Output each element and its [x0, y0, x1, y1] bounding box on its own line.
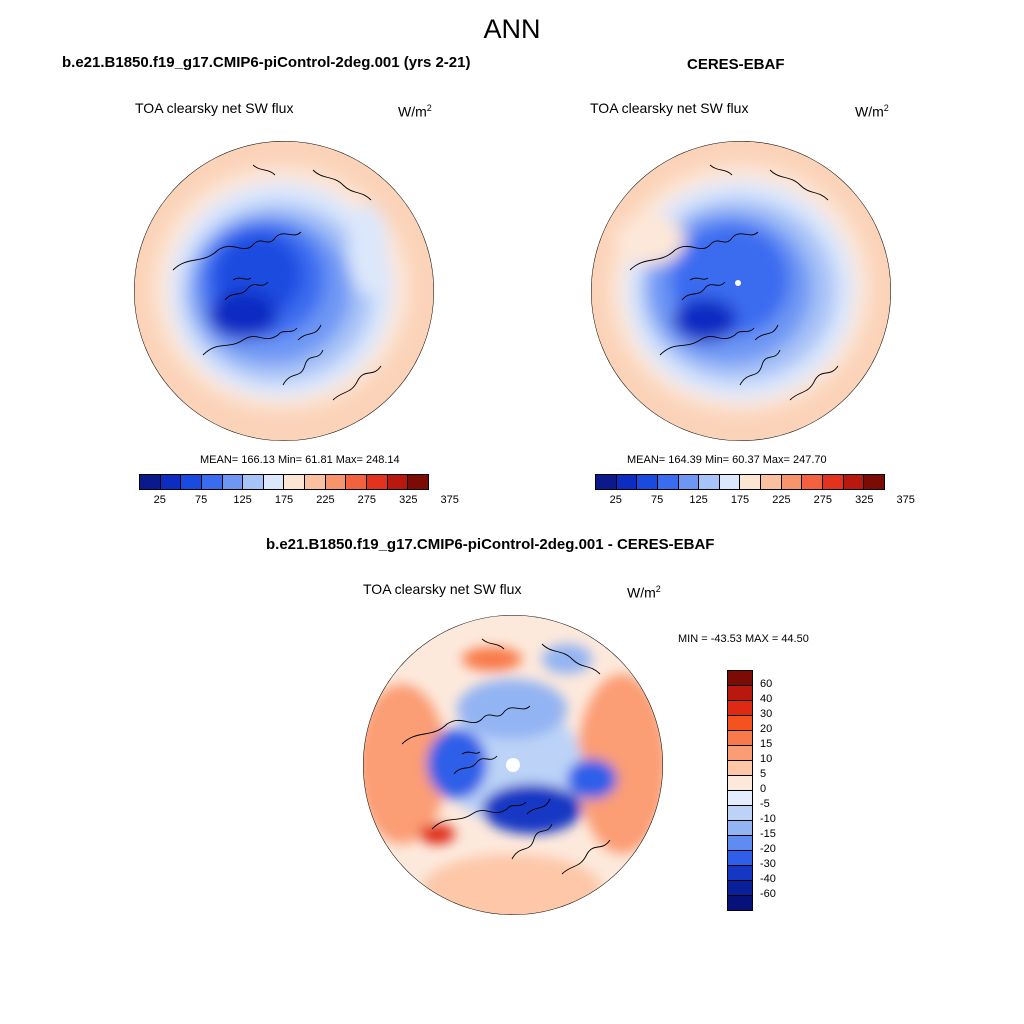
- model-colorbar-segment: [284, 475, 306, 489]
- model-colorbar-segment: [305, 475, 326, 489]
- obs-colorbar-segment: [616, 475, 638, 489]
- model-colorbar-tick-label: 25: [153, 494, 166, 506]
- diff-colorbar-segment: [728, 716, 752, 731]
- figure-title: ANN: [483, 14, 541, 44]
- diff-colorbar-segment: [728, 851, 752, 866]
- model-colorbar-segment: [387, 475, 409, 489]
- diff-colorbar-tick-label: 60: [760, 678, 773, 690]
- obs-colorbar-segment: [781, 475, 803, 489]
- obs-colorbar-tick-label: 25: [609, 494, 622, 506]
- diff-colorbar-ticks: 60 40 30 20 15 10 5 0 -5 -10 -15 -20 -30 -40 -60: [760, 670, 800, 910]
- model-unit-label: W/m2: [398, 103, 432, 120]
- model-variable-label: TOA clearsky net SW flux: [135, 100, 294, 116]
- obs-colorbar-segment: [802, 475, 824, 489]
- model-polar-map: [134, 141, 434, 441]
- obs-colorbar-segment: [719, 475, 741, 489]
- diff-polar-map: [363, 615, 663, 915]
- model-colorbar-segment: [140, 475, 161, 489]
- diff-colorbar-segment: [728, 791, 752, 806]
- diff-colorbar-segment: [728, 701, 752, 716]
- model-colorbar-segment: [263, 475, 285, 489]
- model-colorbar-segment: [181, 475, 202, 489]
- model-colorbar-segment: [346, 475, 368, 489]
- obs-colorbar-segment: [843, 475, 865, 489]
- obs-colorbar-segment: [596, 475, 617, 489]
- model-colorbar-tick-label: 325: [399, 494, 418, 506]
- diff-variable-label: TOA clearsky net SW flux: [363, 581, 522, 597]
- obs-colorbar-segment: [761, 475, 782, 489]
- obs-colorbar: 25 75 125 175 225 275 325 375: [595, 474, 915, 506]
- obs-colorbar-tick-label: 125: [689, 494, 708, 506]
- model-colorbar: 25 75 125 175 225 275 325 375: [139, 474, 459, 506]
- diff-colorbar-tick-label: -15: [760, 828, 776, 840]
- diff-colorbar-segment: [728, 776, 752, 791]
- diff-colorbar-tick-label: -40: [760, 873, 776, 885]
- model-panel-title: b.e21.B1850.f19_g17.CMIP6-piControl-2deg…: [62, 54, 471, 71]
- diff-colorbar-segment: [728, 686, 752, 701]
- diff-colorbar-tick-label: 15: [760, 738, 773, 750]
- diff-colorbar-segment: [728, 881, 752, 896]
- diff-colorbar-tick-label: -30: [760, 858, 776, 870]
- obs-colorbar-segment: [678, 475, 700, 489]
- diff-colorbar-tick-label: 30: [760, 708, 773, 720]
- diff-colorbar: [727, 670, 753, 911]
- diff-stats: MIN = -43.53 MAX = 44.50: [678, 633, 809, 645]
- model-colorbar-tick-label: 225: [316, 494, 335, 506]
- model-colorbar-tick-label: 175: [274, 494, 294, 506]
- diff-colorbar-segment: [728, 896, 752, 910]
- obs-colorbar-tick-label: 275: [813, 494, 833, 506]
- model-colorbar-segment: [201, 475, 223, 489]
- obs-colorbar-tick-label: 225: [772, 494, 791, 506]
- model-colorbar-segment: [243, 475, 264, 489]
- diff-colorbar-tick-label: -10: [760, 813, 776, 825]
- diff-unit-label: W/m2: [627, 584, 661, 601]
- obs-variable-label: TOA clearsky net SW flux: [590, 100, 749, 116]
- obs-colorbar-tick-label: 175: [730, 494, 750, 506]
- model-colorbar-segment: [408, 475, 428, 489]
- diff-colorbar-tick-label: 5: [760, 768, 767, 780]
- diff-colorbar-tick-label: 10: [760, 753, 773, 765]
- diff-colorbar-tick-label: -20: [760, 843, 776, 855]
- diff-colorbar-tick-label: 40: [760, 693, 773, 705]
- obs-colorbar-tick-label: 75: [651, 494, 664, 506]
- obs-panel-title: CERES-EBAF: [687, 56, 785, 73]
- obs-colorbar-segment: [864, 475, 884, 489]
- diff-colorbar-tick-label: 0: [760, 783, 767, 795]
- model-colorbar-segment: [222, 475, 244, 489]
- diff-colorbar-segment: [728, 821, 752, 836]
- obs-colorbar-tick-label: 325: [855, 494, 874, 506]
- diff-panel-title: b.e21.B1850.f19_g17.CMIP6-piControl-2deg…: [266, 536, 715, 553]
- obs-unit-label: W/m2: [855, 103, 889, 120]
- model-colorbar-tick-label: 75: [195, 494, 208, 506]
- diff-colorbar-segment: [728, 731, 752, 746]
- model-colorbar-tick-label: 375: [440, 494, 459, 506]
- model-colorbar-segment: [160, 475, 182, 489]
- obs-colorbar-segment: [823, 475, 844, 489]
- obs-colorbar-tick-label: 375: [896, 494, 915, 506]
- diff-colorbar-segment: [728, 761, 752, 776]
- obs-colorbar-segment: [740, 475, 762, 489]
- obs-polar-map: [591, 141, 891, 441]
- model-colorbar-segment: [325, 475, 347, 489]
- model-colorbar-tick-label: 125: [233, 494, 252, 506]
- model-colorbar-segment: [367, 475, 388, 489]
- diff-colorbar-tick-label: -5: [760, 798, 770, 810]
- diff-colorbar-segment: [728, 806, 752, 821]
- obs-stats: MEAN= 164.39 Min= 60.37 Max= 247.70: [627, 454, 827, 466]
- model-stats: MEAN= 166.13 Min= 61.81 Max= 248.14: [200, 454, 400, 466]
- obs-colorbar-segment: [657, 475, 679, 489]
- diff-colorbar-segment: [728, 671, 752, 686]
- diff-colorbar-segment: [728, 866, 752, 881]
- model-colorbar-tick-label: 275: [357, 494, 377, 506]
- obs-colorbar-segment: [699, 475, 720, 489]
- obs-colorbar-segment: [637, 475, 658, 489]
- diff-colorbar-tick-label: -60: [760, 888, 776, 900]
- diff-colorbar-segment: [728, 746, 752, 761]
- diff-colorbar-segment: [728, 836, 752, 851]
- diff-colorbar-tick-label: 20: [760, 723, 773, 735]
